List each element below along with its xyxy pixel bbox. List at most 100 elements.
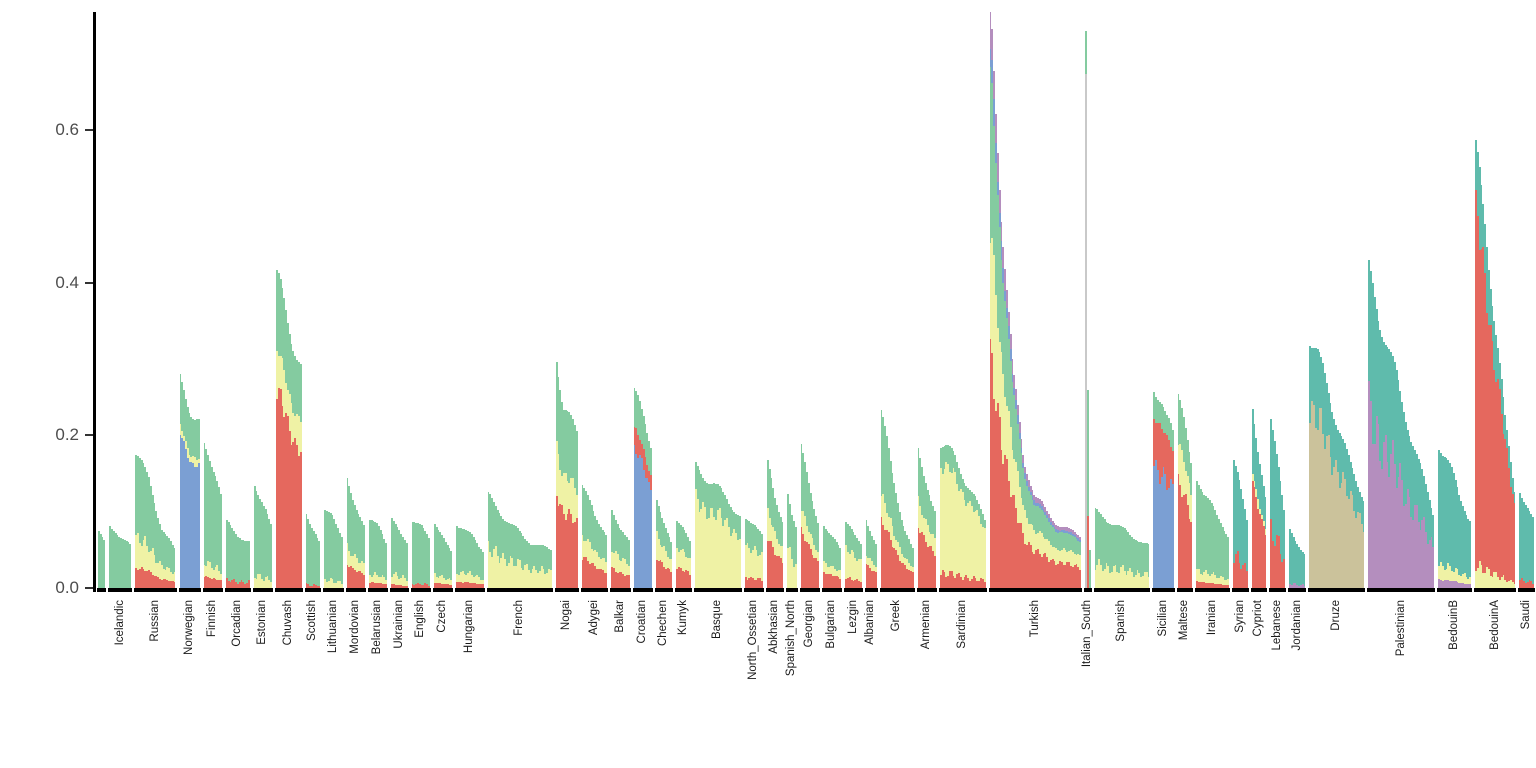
ancestry-segment-blue [650,490,652,588]
ancestry-segment-yellow [1461,573,1464,583]
ancestry-bar [976,499,979,588]
ancestry-segment-yellow [1107,565,1110,588]
ancestry-bar [1168,418,1170,588]
ancestry-segment-yellow [794,563,797,588]
ancestry-segment-yellow [1057,550,1060,565]
ancestry-segment-blue [1064,530,1067,534]
ancestry-segment-yellow [659,545,662,560]
ancestry-bar [125,541,128,588]
ancestry-segment-green [1059,532,1061,552]
ancestry-segment-yellow [481,579,484,585]
ancestry-segment-tan [1322,433,1325,588]
ancestry-bar [355,509,358,588]
ancestry-segment-green [1006,318,1008,407]
ancestry-segment-green [720,488,723,519]
ancestry-segment-red [1279,553,1282,588]
ancestry-bar [1294,540,1297,588]
ancestry-segment-green [718,485,721,509]
ancestry-segment-red [312,584,315,588]
ancestry-segment-green [262,505,265,581]
ancestry-segment-red [895,550,898,588]
ancestry-bar [1443,457,1446,588]
ancestry-segment-purple [1020,438,1023,449]
ancestry-segment-green [307,519,310,584]
ancestry-segment-yellow [954,471,957,578]
ancestry-bar [981,514,984,588]
ancestry-segment-green [218,487,221,571]
population-label-wrap: Georgian [801,600,819,647]
ancestry-segment-purple [1031,490,1034,496]
ancestry-bar [270,524,272,588]
ancestry-bar [575,431,578,588]
ancestry-segment-green [716,484,719,510]
ancestry-segment-yellow [1006,406,1008,459]
ancestry-bar [1166,414,1169,588]
ancestry-segment-teal [1415,454,1418,505]
ancestry-segment-teal [1440,453,1442,562]
ancestry-segment-red [828,573,831,588]
ancestry-segment-purple [1373,443,1376,588]
ancestry-segment-teal [1257,451,1260,500]
ancestry-bar [481,551,484,588]
ancestry-segment-red [220,580,222,588]
ancestry-segment-green [1064,533,1067,551]
ancestry-segment-yellow [563,473,565,514]
x-axis-segment [1308,588,1366,592]
ancestry-segment-yellow [474,576,477,583]
ancestry-bar [1100,514,1102,588]
ancestry-segment-yellow [1015,461,1017,509]
ancestry-segment-green [1125,530,1128,575]
ancestry-segment-blue [185,448,187,588]
ancestry-segment-yellow [733,528,736,588]
ancestry-segment-yellow [1029,524,1032,545]
ancestry-segment-teal [1290,533,1293,585]
ancestry-segment-purple [991,28,994,61]
ancestry-segment-red [659,559,662,588]
ancestry-segment-yellow [713,517,716,588]
ancestry-segment-green [195,419,198,460]
ancestry-bar [142,462,145,588]
x-axis-segment [1093,588,1151,592]
population-label-wrap: Orcadian [226,600,250,647]
ancestry-bar [917,448,920,588]
ancestry-segment-yellow [1110,572,1113,588]
ancestry-segment-red [889,539,892,588]
population-label-wrap: Norwegian [180,600,200,655]
ancestry-segment-teal [1476,151,1479,217]
ancestry-segment-yellow [926,525,929,547]
ancestry-segment-blue [640,458,643,588]
ancestry-bar [557,377,560,588]
ancestry-segment-yellow [504,558,506,588]
ancestry-segment-yellow [822,561,825,573]
ancestry-segment-green [1190,462,1193,495]
ancestry-bar [309,523,312,588]
population-label: Sicilian [1156,600,1169,637]
ancestry-bar [197,418,200,588]
ancestry-segment-yellow [952,468,955,577]
ancestry-segment-yellow [1038,530,1041,554]
ancestry-segment-red [1026,544,1028,588]
ancestry-bar [350,493,353,588]
ancestry-segment-green [588,500,591,542]
ancestry-segment-yellow [149,550,152,572]
ancestry-segment-red [461,582,464,588]
ancestry-bar [1212,506,1215,588]
ancestry-segment-teal [1467,518,1470,579]
ancestry-segment-green [1004,300,1007,398]
population-label: Orcadian [231,600,244,647]
ancestry-segment-red [594,566,597,588]
ancestry-segment-red [642,448,645,470]
ancestry-segment-green [900,520,903,554]
x-axis-segment [799,588,820,592]
ancestry-segment-teal [1528,510,1531,580]
ancestry-segment-green [787,493,790,548]
ancestry-segment-blue [188,462,191,588]
ancestry-segment-red [1190,521,1193,588]
ancestry-segment-green [1136,541,1139,571]
ancestry-segment-teal [1425,484,1427,533]
ancestry-segment-yellow [446,579,449,585]
ancestry-segment-yellow [772,527,775,547]
ancestry-bar [564,410,567,588]
ancestry-segment-green [225,519,228,578]
ancestry-segment-yellow [774,530,777,555]
